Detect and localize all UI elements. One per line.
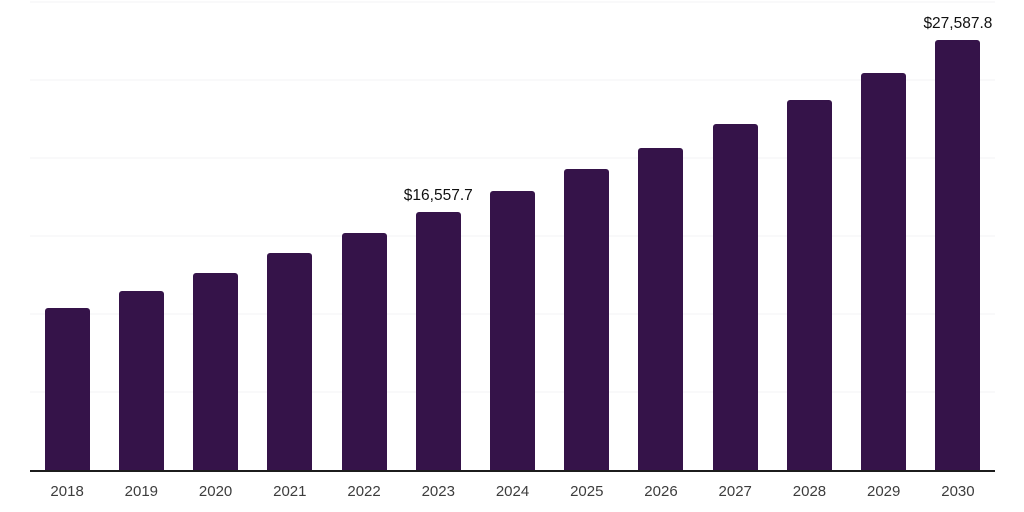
bar-2021 (267, 253, 313, 470)
bar-slot (327, 2, 401, 470)
bar-2023 (415, 211, 461, 470)
plot-area: $16,557.7 $27,587.8 (30, 1, 995, 470)
bar-2022 (341, 232, 387, 470)
bar-slot: $27,587.8 (921, 2, 995, 470)
bar-2024 (490, 190, 536, 470)
bar-slot (178, 2, 252, 470)
bar-2030 (935, 39, 981, 470)
x-tick-label-2030: 2030 (941, 483, 975, 500)
x-tick-label-2024: 2024 (495, 483, 530, 500)
gridline (30, 157, 995, 159)
bar-slot (253, 2, 327, 470)
bar-2018 (44, 307, 90, 470)
bar-slot (698, 2, 772, 470)
bar-slot (475, 2, 549, 470)
x-tick-label-2029: 2029 (867, 483, 901, 500)
bar-2029 (861, 72, 907, 470)
bar-2020 (193, 272, 239, 470)
x-axis-labels: 2018 2019 2020 2021 2022 2023 2024 2025 2026 2027… (30, 483, 995, 501)
bar-2026 (638, 147, 684, 470)
x-tick-label-2023: 2023 (421, 483, 455, 500)
x-tick-label-2027: 2027 (718, 483, 752, 500)
x-tick-label-2021: 2021 (273, 483, 307, 500)
bar-slot (104, 2, 178, 470)
bar-slot (772, 2, 846, 470)
x-tick-label-2020: 2020 (198, 483, 233, 500)
bar-slot (624, 2, 698, 470)
x-axis-line (30, 470, 995, 472)
x-tick-label-2028: 2028 (792, 483, 827, 500)
bar-slot (30, 2, 104, 470)
bar-2019 (118, 291, 164, 470)
x-tick-label-2019: 2019 (124, 483, 159, 500)
bar-slot (847, 2, 921, 470)
bar-2028 (786, 99, 832, 470)
bar-value-label-2023: $16,557.7 (403, 187, 473, 205)
bar-value-label-2030: $27,587.8 (923, 15, 993, 33)
x-tick-label-2018: 2018 (50, 483, 84, 500)
x-tick-label-2022: 2022 (347, 483, 381, 500)
bar-2027 (712, 124, 758, 470)
gridline (30, 79, 995, 81)
x-tick-label-2025: 2025 (570, 483, 604, 500)
bar-2025 (564, 168, 610, 470)
bar-slot: $16,557.7 (401, 2, 475, 470)
bar-slot (550, 2, 624, 470)
gridline (30, 1, 995, 3)
x-tick-label-2026: 2026 (644, 483, 678, 500)
bars-row: $16,557.7 $27,587.8 (30, 2, 995, 470)
